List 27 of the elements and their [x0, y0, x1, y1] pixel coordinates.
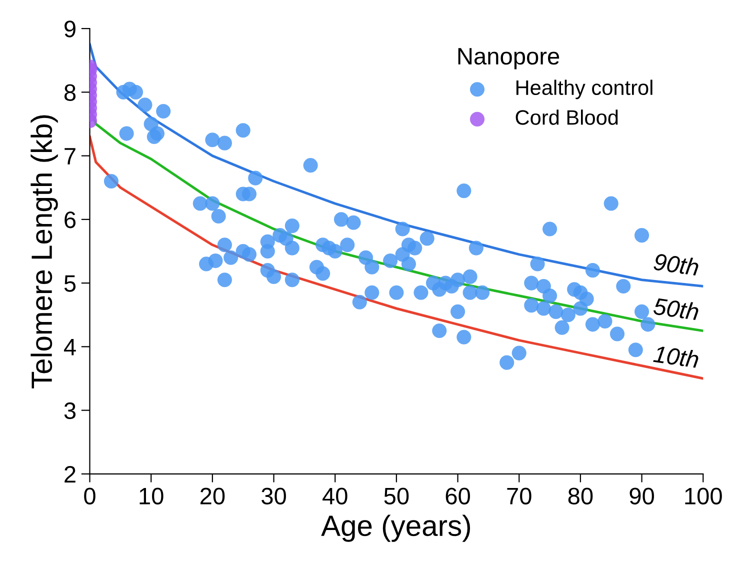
- y-tick-label: 2: [64, 466, 76, 482]
- y-tick-label: 6: [64, 211, 76, 228]
- y-axis-title: Telomere Length (kb): [30, 115, 58, 388]
- y-tick-label: 3: [64, 402, 76, 420]
- x-tick-label: 90: [630, 488, 654, 504]
- legend-label: Healthy control: [516, 80, 652, 100]
- y-tick-label: 7: [64, 148, 76, 164]
- x-tick-label: 100: [685, 488, 722, 504]
- x-tick-label: 70: [507, 488, 532, 504]
- y-tick-label: 4: [64, 338, 76, 356]
- y-tick-label: 9: [64, 20, 76, 38]
- legend-label: Cord Blood: [516, 110, 618, 125]
- text: 10th: [653, 344, 700, 368]
- x-tick-label: 30: [262, 488, 286, 504]
- x-tick-label: 20: [200, 488, 225, 504]
- x-tick-label: 50: [384, 488, 409, 504]
- x-tick-label: 10: [140, 488, 164, 504]
- x-tick-label: 40: [322, 488, 348, 504]
- x-axis-title: Age (years): [321, 514, 470, 542]
- legend-title: Nanopore: [458, 48, 560, 70]
- x-tick-label: 0: [84, 488, 96, 504]
- y-tick-label: 8: [64, 84, 76, 101]
- text: 50th: [652, 297, 700, 320]
- y-tick-label: 5: [64, 275, 76, 292]
- x-tick-label: 60: [446, 488, 470, 504]
- x-tick-label: 80: [568, 488, 593, 504]
- text: 90th: [653, 252, 700, 276]
